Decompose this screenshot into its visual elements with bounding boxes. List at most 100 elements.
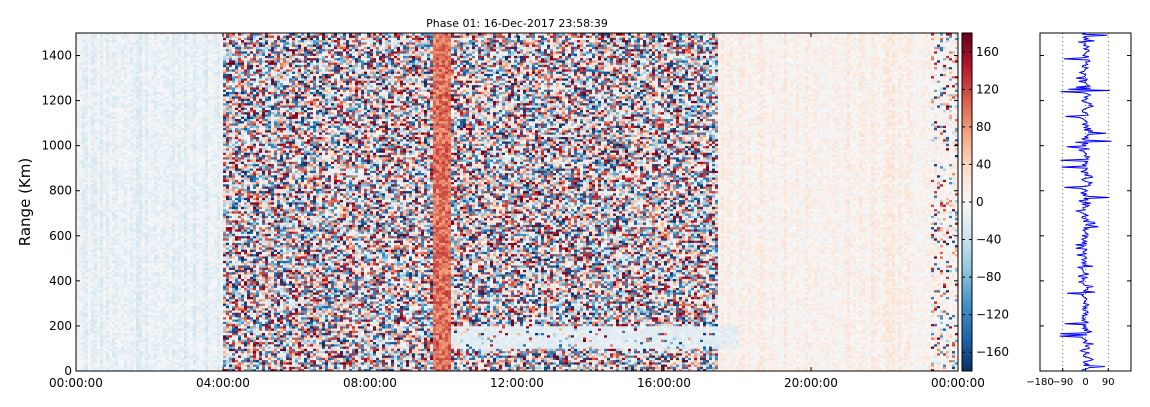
heatmap-cell	[106, 44, 109, 47]
heatmap-cell	[79, 252, 82, 255]
heatmap-cell	[91, 44, 94, 47]
heatmap-cell	[85, 252, 88, 255]
heatmap-cell	[112, 258, 115, 261]
heatmap-cell	[76, 58, 79, 61]
heatmap-cell	[118, 209, 121, 212]
heatmap-cell	[97, 256, 100, 259]
heatmap-cell	[88, 157, 91, 160]
heatmap-cell	[79, 152, 82, 155]
heatmap-cell	[127, 238, 130, 241]
heatmap-cell	[124, 47, 127, 50]
heatmap-cell	[106, 362, 109, 365]
heatmap-cell	[85, 101, 88, 104]
heatmap-cell	[133, 47, 136, 50]
heatmap-cell	[121, 123, 124, 126]
heatmap-cell	[118, 65, 121, 68]
heatmap-cell	[124, 290, 127, 293]
heatmap-cell	[130, 254, 133, 257]
heatmap-cell	[85, 276, 88, 279]
heatmap-cell	[100, 339, 103, 342]
heatmap-cell	[127, 353, 130, 356]
heatmap-cell	[106, 76, 109, 79]
heatmap-cell	[109, 65, 112, 68]
heatmap-cell	[91, 177, 94, 180]
heatmap-cell	[82, 87, 85, 90]
heatmap-cell	[133, 297, 136, 300]
heatmap-cell	[121, 197, 124, 200]
heatmap-cell	[136, 40, 139, 43]
heatmap-cell	[97, 261, 100, 264]
heatmap-cell	[109, 256, 112, 259]
heatmap-cell	[136, 274, 139, 277]
heatmap-cell	[136, 360, 139, 363]
heatmap-cell	[133, 294, 136, 297]
heatmap-cell	[109, 211, 112, 214]
heatmap-cell	[94, 137, 97, 140]
heatmap-cell	[109, 132, 112, 135]
heatmap-cell	[106, 132, 109, 135]
heatmap-cell	[133, 89, 136, 92]
heatmap-cell	[82, 225, 85, 228]
heatmap-cell	[91, 317, 94, 320]
heatmap-cell	[76, 186, 79, 189]
heatmap-cell	[100, 330, 103, 333]
heatmap-cell	[88, 353, 91, 356]
heatmap-cell	[112, 186, 115, 189]
heatmap-cell	[79, 346, 82, 349]
heatmap-cell	[124, 175, 127, 178]
heatmap-cell	[118, 186, 121, 189]
heatmap-cell	[100, 351, 103, 354]
heatmap-cell	[88, 146, 91, 149]
heatmap-cell	[130, 272, 133, 275]
heatmap-cell	[94, 107, 97, 110]
heatmap-cell	[112, 157, 115, 160]
heatmap-cell	[88, 94, 91, 97]
heatmap-cell	[136, 159, 139, 162]
heatmap-cell	[109, 177, 112, 180]
heatmap-cell	[136, 346, 139, 349]
heatmap-cell	[91, 195, 94, 198]
heatmap-cell	[88, 326, 91, 329]
heatmap-cell	[109, 134, 112, 137]
heatmap-cell	[136, 110, 139, 113]
heatmap-cell	[118, 155, 121, 158]
heatmap-cell	[76, 112, 79, 115]
heatmap-cell	[133, 234, 136, 237]
heatmap-cell	[94, 168, 97, 171]
heatmap-cell	[106, 47, 109, 50]
heatmap-cell	[85, 285, 88, 288]
heatmap-cell	[112, 51, 115, 54]
heatmap-cell	[130, 317, 133, 320]
heatmap-cell	[79, 44, 82, 47]
heatmap-cell	[121, 256, 124, 259]
heatmap-cell	[133, 56, 136, 59]
heatmap-cell	[115, 342, 118, 345]
heatmap-cell	[115, 186, 118, 189]
heatmap-cell	[97, 319, 100, 322]
heatmap-cell	[133, 306, 136, 309]
heatmap-cell	[130, 319, 133, 322]
heatmap-cell	[76, 216, 79, 219]
heatmap-cell	[133, 123, 136, 126]
heatmap-cell	[112, 288, 115, 291]
heatmap-cell	[133, 366, 136, 369]
heatmap-cell	[139, 339, 142, 342]
heatmap-cell	[118, 292, 121, 295]
heatmap-cell	[127, 49, 130, 52]
heatmap-cell	[130, 175, 133, 178]
heatmap-cell	[127, 258, 130, 261]
heatmap-cell	[127, 105, 130, 108]
heatmap-cell	[103, 279, 106, 282]
heatmap-cell	[94, 200, 97, 203]
heatmap-cell	[124, 265, 127, 268]
heatmap-cell	[100, 193, 103, 196]
heatmap-cell	[133, 51, 136, 54]
heatmap-cell	[94, 247, 97, 250]
heatmap-cell	[106, 58, 109, 61]
heatmap-cell	[133, 240, 136, 243]
heatmap-cell	[124, 71, 127, 74]
heatmap-cell	[130, 125, 133, 128]
heatmap-cell	[76, 60, 79, 63]
heatmap-cell	[127, 299, 130, 302]
heatmap-cell	[136, 65, 139, 68]
